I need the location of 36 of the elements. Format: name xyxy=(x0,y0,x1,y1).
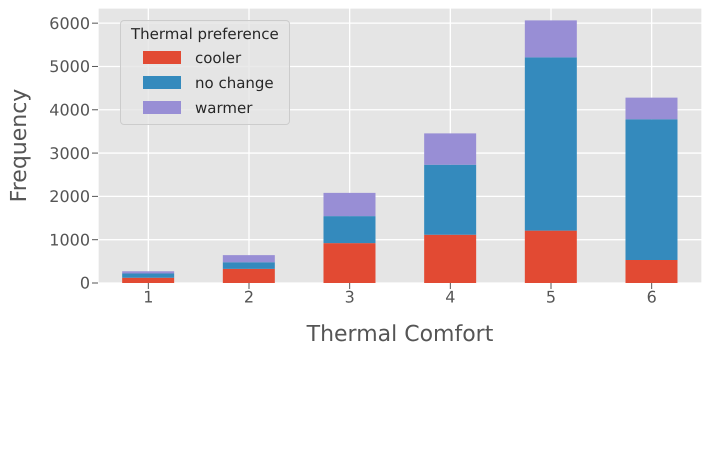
y-tick-label: 3000 xyxy=(49,144,90,163)
bar xyxy=(524,57,577,231)
y-axis-title: Frequency xyxy=(6,88,32,202)
bar xyxy=(122,273,174,278)
bar xyxy=(323,192,376,216)
x-tick-label: 3 xyxy=(344,287,355,306)
y-tick-label: 6000 xyxy=(49,14,90,33)
legend-label: warmer xyxy=(195,98,252,116)
bar xyxy=(222,262,275,269)
bar xyxy=(424,133,476,165)
legend-label: cooler xyxy=(195,48,242,66)
bar xyxy=(323,243,376,283)
bar xyxy=(424,164,476,235)
bar xyxy=(122,278,174,283)
x-tick-label: 4 xyxy=(445,287,456,306)
x-tick-label: 6 xyxy=(646,287,657,306)
bar xyxy=(625,119,678,260)
bar xyxy=(222,268,275,283)
y-tick-label: 4000 xyxy=(49,100,90,120)
bar xyxy=(222,255,275,262)
legend-label: no change xyxy=(195,74,274,92)
bar xyxy=(625,98,678,120)
y-tick-label: 0 xyxy=(80,274,90,293)
bar xyxy=(424,234,476,283)
x-tick-label: 2 xyxy=(244,287,254,306)
bar xyxy=(524,230,577,283)
bar xyxy=(625,260,678,283)
x-axis-title: Thermal Comfort xyxy=(306,322,494,347)
y-tick-label: 1000 xyxy=(49,230,90,250)
legend-title: Thermal preference xyxy=(131,25,279,43)
y-tick-label: 2000 xyxy=(49,187,90,206)
x-tick-label: 5 xyxy=(546,287,556,306)
bar xyxy=(323,216,376,244)
bar xyxy=(524,20,577,58)
y-tick-label: 5000 xyxy=(49,57,90,76)
x-tick-label: 1 xyxy=(143,287,154,306)
